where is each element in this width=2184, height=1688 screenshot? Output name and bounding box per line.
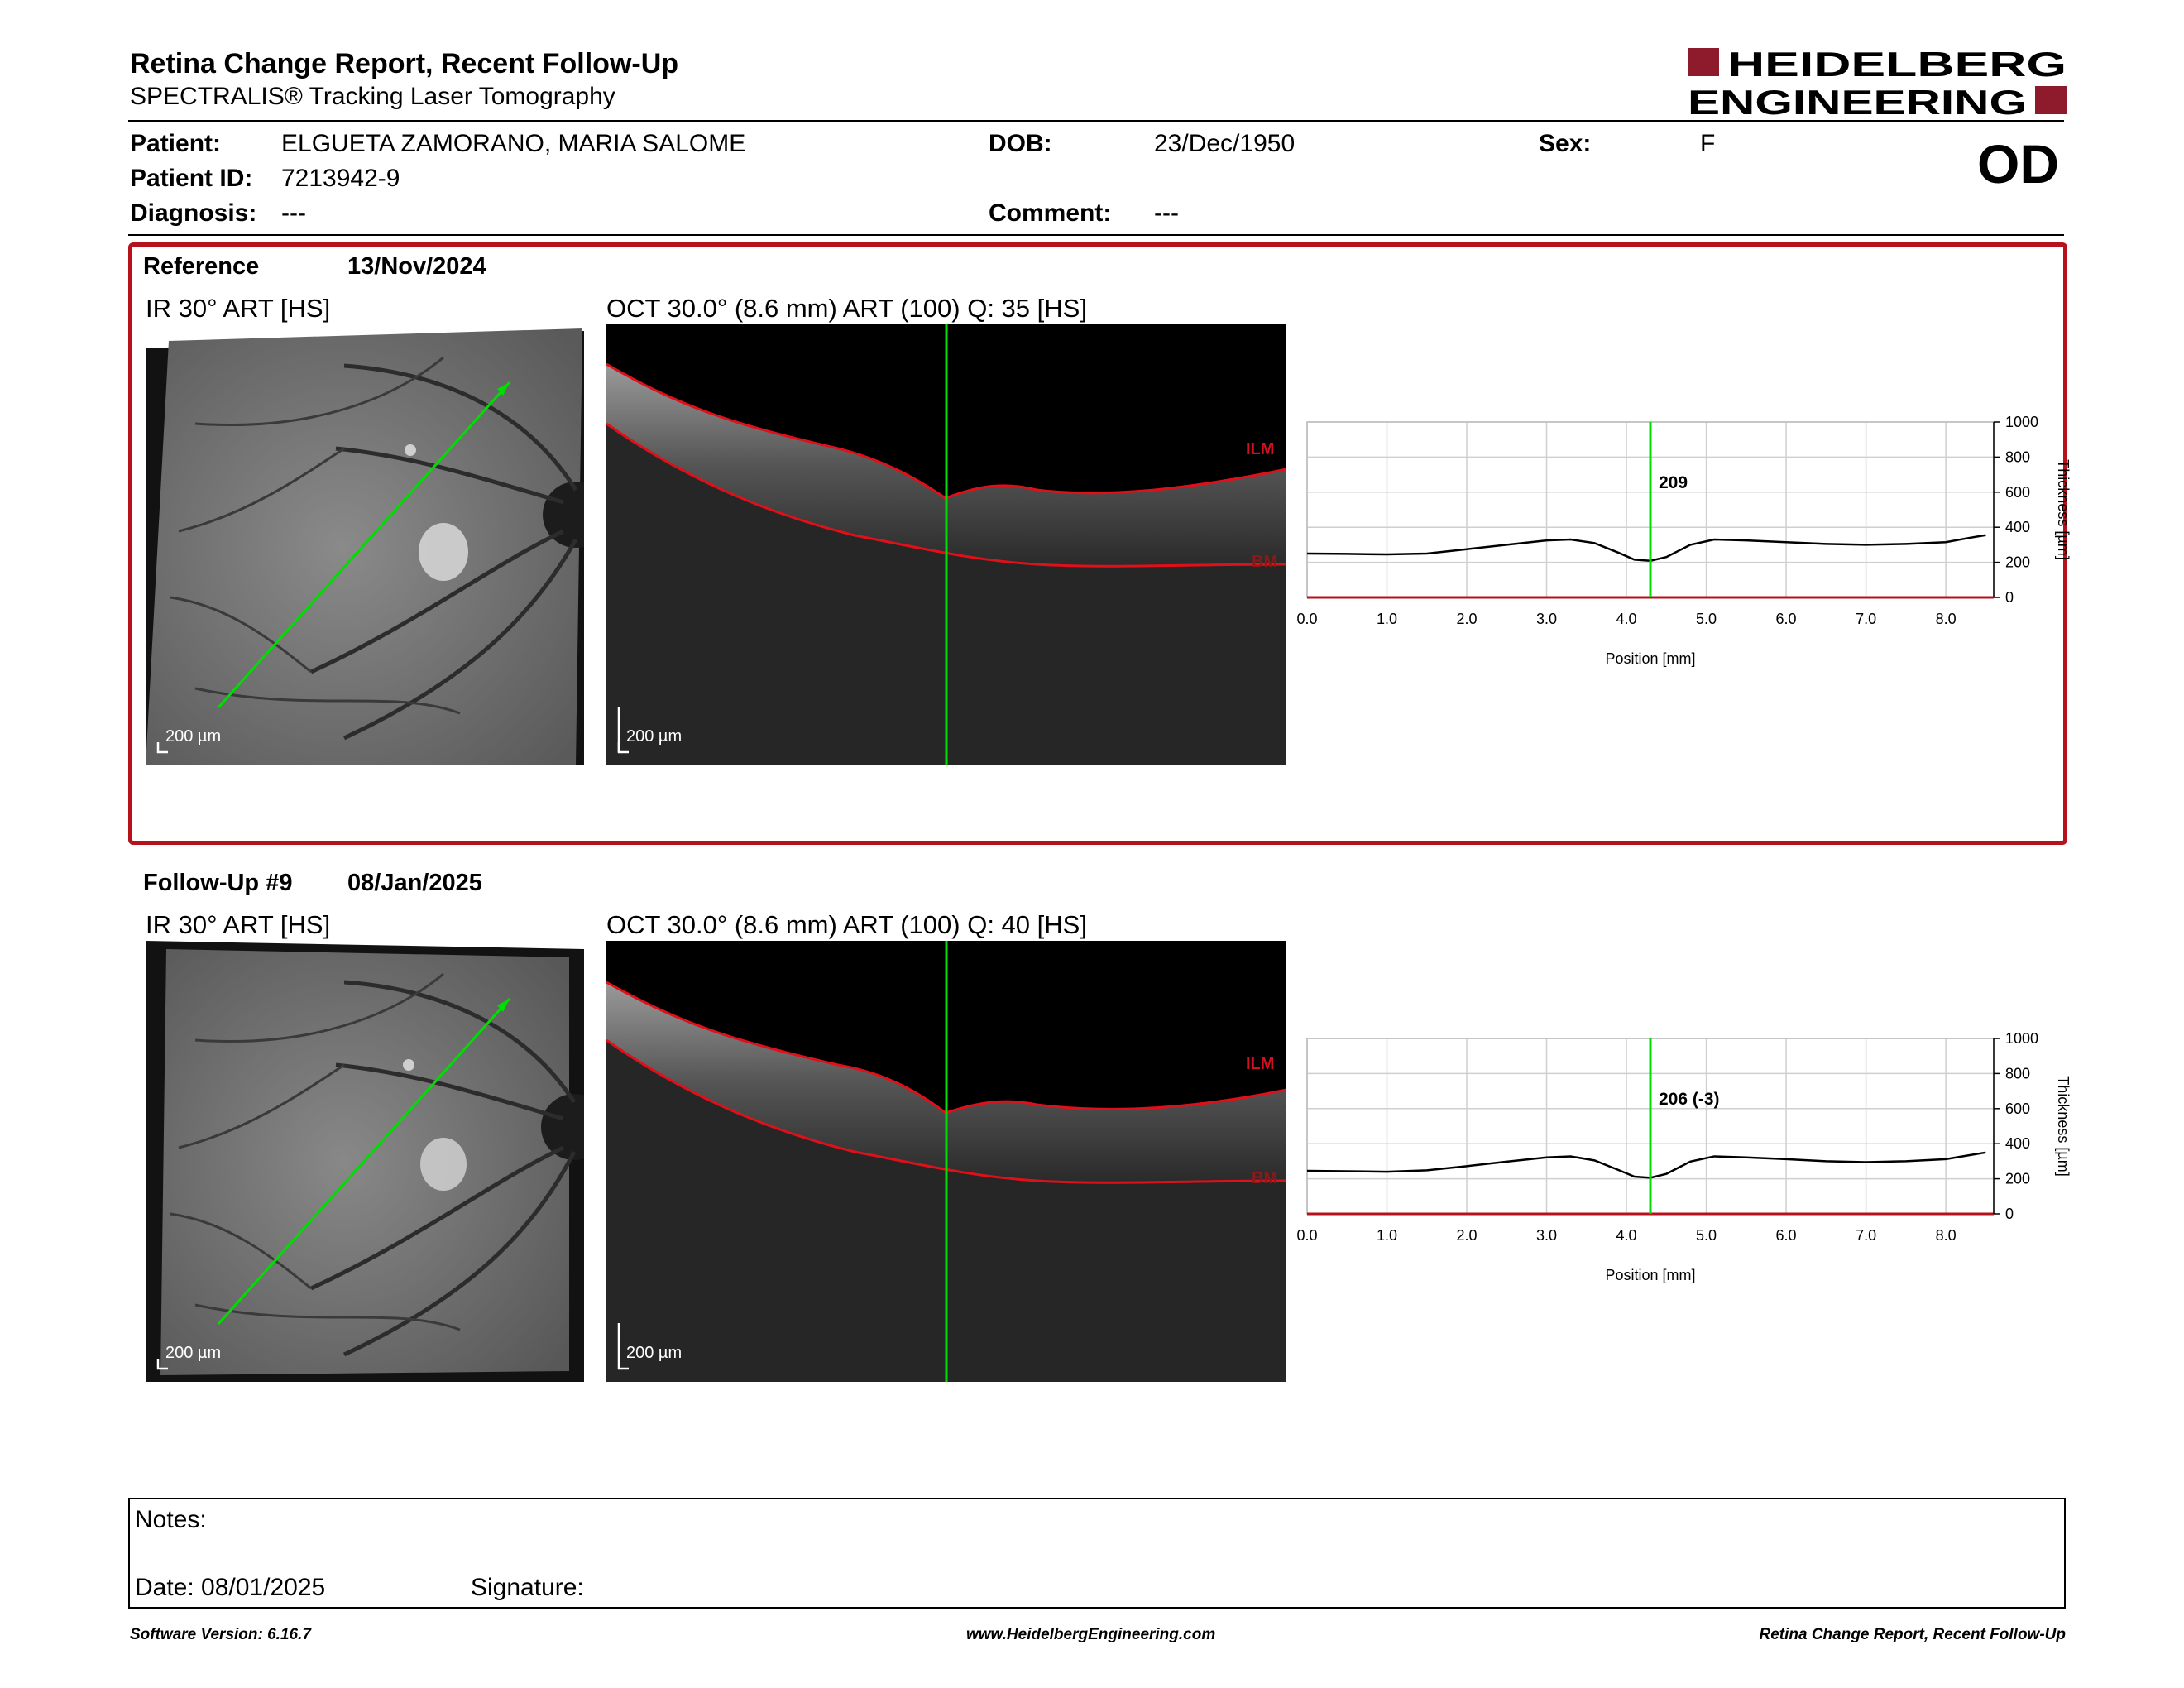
- signature-label: Signature:: [471, 1574, 584, 1601]
- thickness-series-line: [1306, 534, 1986, 562]
- x-tick-label: 2.0: [1457, 611, 1478, 627]
- x-tick-label: 3.0: [1536, 611, 1557, 627]
- x-tick-label: 7.0: [1856, 611, 1876, 627]
- logo-line1: HEIDELBERG: [1727, 45, 2067, 84]
- followup-date: 08/Jan/2025: [347, 870, 482, 896]
- patient-divider: [128, 234, 2064, 236]
- patient-name: ELGUETA ZAMORANO, MARIA SALOME: [281, 130, 746, 157]
- reference-label: Reference: [143, 253, 260, 280]
- y-axis-label: Thickness [µm]: [2055, 459, 2071, 559]
- header-divider: [128, 120, 2064, 122]
- diagnosis-value: ---: [281, 199, 306, 227]
- x-tick-label: 5.0: [1696, 611, 1717, 627]
- x-tick-label: 0.0: [1296, 1227, 1317, 1244]
- followup-ilm-label: ILM: [1246, 1055, 1275, 1073]
- y-tick-label: 800: [2005, 1065, 2030, 1081]
- x-tick-label: 2.0: [1457, 1227, 1478, 1244]
- followup-ir-title: IR 30° ART [HS]: [146, 910, 331, 939]
- x-tick-label: 0.0: [1296, 611, 1317, 627]
- followup-thickness-chart: 0.0 1.0 2.0 3.0 4.0 5.0 6.0 7.0 8.0 0 200 400 600 800…: [1296, 1030, 2071, 1283]
- y-tick-label: 600: [2005, 484, 2030, 501]
- x-axis-label: Position [mm]: [1605, 1267, 1695, 1283]
- followup-label: Follow-Up #9: [143, 870, 293, 896]
- x-axis-label: Position [mm]: [1605, 650, 1695, 667]
- patient-id: 7213942-9: [281, 165, 400, 192]
- followup-oct-scale: 200 µm: [626, 1344, 682, 1362]
- reference-ir-scale: 200 µm: [165, 727, 222, 746]
- reference-thickness-chart: 0.0 1.0 2.0 3.0 4.0 5.0 6.0 7.0 8.0 0 200 400 600 800…: [1296, 414, 2071, 667]
- dob-value: 23/Dec/1950: [1154, 130, 1296, 157]
- y-tick-label: 400: [2005, 519, 2030, 535]
- footer-website: www.HeidelbergEngineering.com: [966, 1626, 1216, 1643]
- reference-oct-scale: 200 µm: [626, 727, 682, 746]
- x-tick-label: 8.0: [1936, 1227, 1956, 1244]
- diagnosis-label: Diagnosis:: [130, 199, 257, 227]
- x-tick-label: 4.0: [1616, 611, 1637, 627]
- reference-bm-label: BM: [1252, 553, 1278, 571]
- followup-ir-image: 200 µm: [146, 941, 584, 1382]
- cursor-value-label: 206 (-3): [1659, 1090, 1720, 1109]
- patient-id-label: Patient ID:: [130, 165, 253, 192]
- comment-value: ---: [1154, 199, 1179, 227]
- footer-report-name: Retina Change Report, Recent Follow-Up: [1759, 1626, 2066, 1643]
- y-tick-label: 0: [2005, 1206, 2014, 1222]
- thickness-series-line: [1306, 1151, 1986, 1179]
- y-tick-label: 600: [2005, 1101, 2030, 1117]
- y-tick-label: 200: [2005, 1171, 2030, 1187]
- comment-label: Comment:: [989, 199, 1112, 227]
- eye-indicator: OD: [1977, 133, 2059, 194]
- cursor-value-label: 209: [1659, 473, 1688, 492]
- y-tick-label: 0: [2005, 589, 2014, 606]
- followup-oct-image: ILM BM 200 µm: [606, 941, 1286, 1382]
- notes-label: Notes:: [135, 1506, 207, 1533]
- reference-date: 13/Nov/2024: [347, 253, 486, 280]
- x-tick-label: 7.0: [1856, 1227, 1876, 1244]
- notes-box: Notes: Date: 08/01/2025 Signature:: [128, 1498, 2066, 1609]
- footer-software-version: Software Version: 6.16.7: [130, 1626, 311, 1643]
- x-tick-label: 6.0: [1776, 1227, 1797, 1244]
- x-tick-label: 8.0: [1936, 611, 1956, 627]
- y-tick-label: 1000: [2005, 1030, 2038, 1047]
- report-subtitle: SPECTRALIS® Tracking Laser Tomography: [130, 83, 615, 110]
- x-tick-label: 1.0: [1377, 611, 1397, 627]
- report-title: Retina Change Report, Recent Follow-Up: [130, 48, 679, 79]
- y-tick-label: 400: [2005, 1135, 2030, 1152]
- patient-label: Patient:: [130, 130, 222, 157]
- x-tick-label: 6.0: [1776, 611, 1797, 627]
- sex-label: Sex:: [1539, 130, 1592, 157]
- followup-ir-scale: 200 µm: [165, 1344, 222, 1362]
- reference-oct-image: ILM BM 200 µm: [606, 324, 1286, 765]
- notes-date: Date: 08/01/2025: [135, 1574, 326, 1601]
- reference-oct-title: OCT 30.0° (8.6 mm) ART (100) Q: 35 [HS]: [606, 294, 1087, 323]
- y-tick-label: 1000: [2005, 414, 2038, 430]
- reference-ilm-label: ILM: [1246, 440, 1275, 458]
- y-tick-label: 800: [2005, 448, 2030, 465]
- x-tick-label: 1.0: [1377, 1227, 1397, 1244]
- x-tick-label: 5.0: [1696, 1227, 1717, 1244]
- dob-label: DOB:: [989, 130, 1052, 157]
- reference-section-box: [128, 242, 2067, 845]
- logo-line2: ENGINEERING: [1688, 83, 2027, 117]
- followup-oct-title: OCT 30.0° (8.6 mm) ART (100) Q: 40 [HS]: [606, 910, 1087, 939]
- x-tick-label: 3.0: [1536, 1227, 1557, 1244]
- heidelberg-logo: HEIDELBERG ENGINEERING: [1688, 45, 2067, 117]
- reference-ir-image: 200 µm: [146, 324, 584, 765]
- x-tick-label: 4.0: [1616, 1227, 1637, 1244]
- y-axis-label: Thickness [µm]: [2055, 1076, 2071, 1176]
- followup-bm-label: BM: [1252, 1169, 1278, 1187]
- sex-value: F: [1700, 130, 1716, 157]
- reference-ir-title: IR 30° ART [HS]: [146, 294, 331, 323]
- y-tick-label: 200: [2005, 554, 2030, 571]
